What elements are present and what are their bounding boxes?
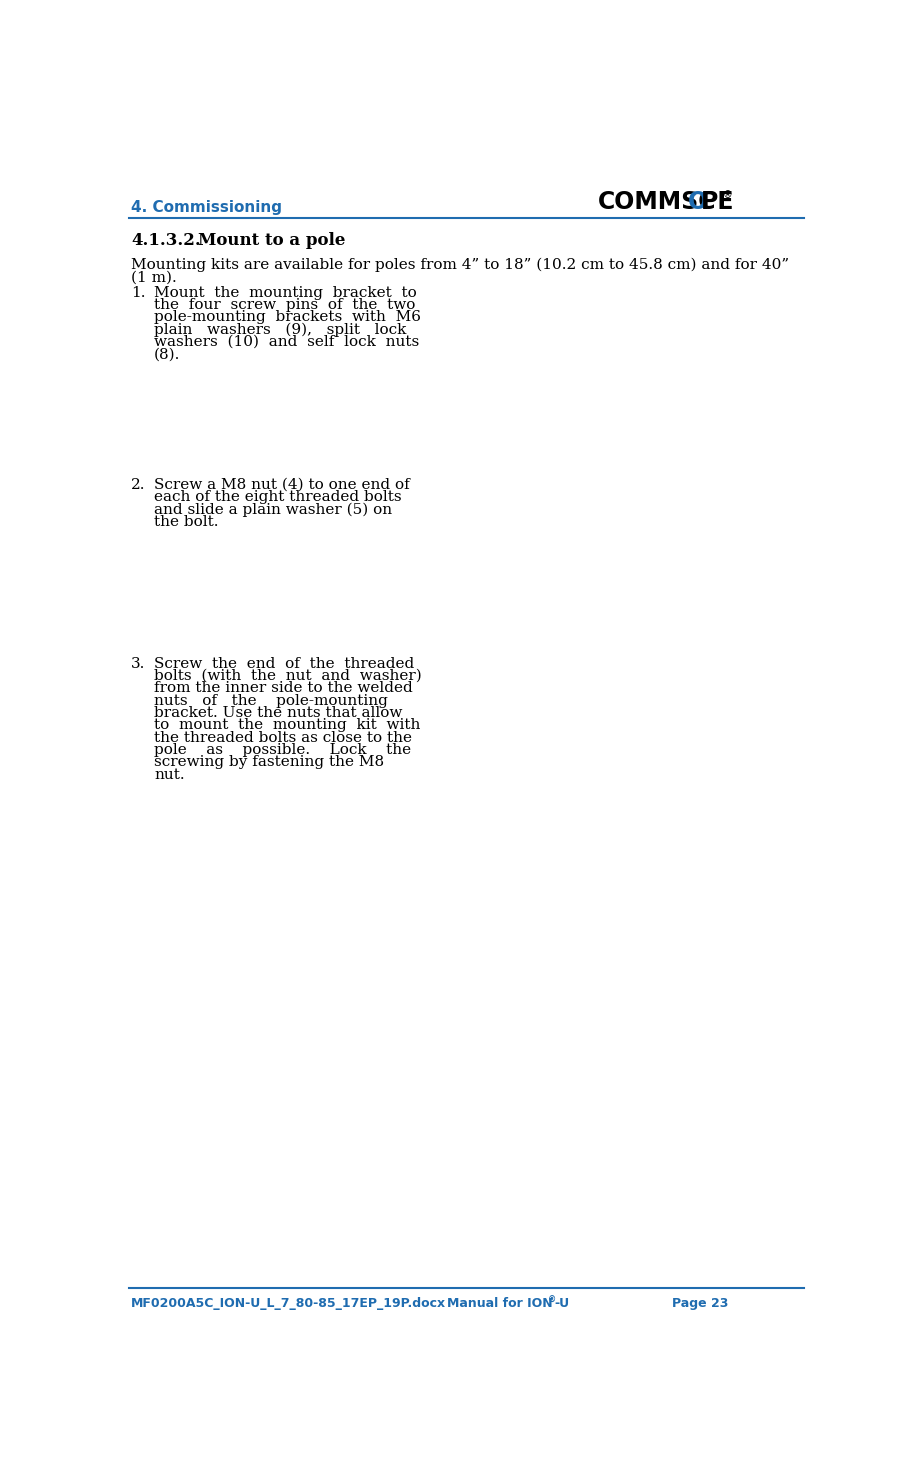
Text: Mount to a pole: Mount to a pole bbox=[198, 233, 345, 249]
Text: PE: PE bbox=[701, 190, 734, 213]
Text: to  mount  the  mounting  kit  with: to mount the mounting kit with bbox=[154, 719, 421, 732]
Text: nuts   of   the    pole-mounting: nuts of the pole-mounting bbox=[154, 694, 388, 708]
Text: Manual for ION: Manual for ION bbox=[447, 1297, 553, 1310]
Text: bracket. Use the nuts that allow: bracket. Use the nuts that allow bbox=[154, 705, 403, 720]
Text: (8).: (8). bbox=[154, 347, 180, 362]
Text: Screw a M8 nut (4) to one end of: Screw a M8 nut (4) to one end of bbox=[154, 479, 410, 492]
Text: Page 23: Page 23 bbox=[672, 1297, 728, 1310]
Text: the bolt.: the bolt. bbox=[154, 516, 219, 529]
Text: nut.: nut. bbox=[154, 768, 185, 781]
Text: screwing by fastening the M8: screwing by fastening the M8 bbox=[154, 756, 384, 769]
Text: and slide a plain washer (5) on: and slide a plain washer (5) on bbox=[154, 502, 393, 517]
Text: ®: ® bbox=[548, 1295, 556, 1306]
Text: washers  (10)  and  self  lock  nuts: washers (10) and self lock nuts bbox=[154, 335, 419, 348]
Text: (1 m).: (1 m). bbox=[131, 270, 177, 285]
Text: Screw  the  end  of  the  threaded: Screw the end of the threaded bbox=[154, 657, 415, 671]
Text: ®: ® bbox=[723, 191, 732, 200]
Text: -U: -U bbox=[554, 1297, 569, 1310]
Text: plain   washers   (9),   split   lock: plain washers (9), split lock bbox=[154, 323, 406, 336]
Text: each of the eight threaded bolts: each of the eight threaded bolts bbox=[154, 491, 402, 504]
Text: pole-mounting  brackets  with  M6: pole-mounting brackets with M6 bbox=[154, 310, 421, 325]
Text: pole    as    possible.    Lock    the: pole as possible. Lock the bbox=[154, 742, 411, 757]
Text: 4.1.3.2.: 4.1.3.2. bbox=[131, 233, 200, 249]
Text: 1.: 1. bbox=[131, 286, 146, 299]
Text: Mount  the  mounting  bracket  to: Mount the mounting bracket to bbox=[154, 286, 417, 299]
Text: 3.: 3. bbox=[131, 657, 145, 671]
Text: from the inner side to the welded: from the inner side to the welded bbox=[154, 682, 413, 695]
Text: O: O bbox=[688, 190, 708, 213]
Text: Mounting kits are available for poles from 4” to 18” (10.2 cm to 45.8 cm) and fo: Mounting kits are available for poles fr… bbox=[131, 258, 789, 271]
Text: MF0200A5C_ION-U_L_7_80-85_17EP_19P.docx: MF0200A5C_ION-U_L_7_80-85_17EP_19P.docx bbox=[131, 1297, 446, 1310]
Text: the threaded bolts as close to the: the threaded bolts as close to the bbox=[154, 731, 412, 744]
Text: the  four  screw  pins  of  the  two: the four screw pins of the two bbox=[154, 298, 415, 311]
Text: COMMSC: COMMSC bbox=[598, 190, 716, 213]
Text: 4. Commissioning: 4. Commissioning bbox=[131, 200, 281, 215]
Text: 2.: 2. bbox=[131, 479, 146, 492]
Text: bolts  (with  the  nut  and  washer): bolts (with the nut and washer) bbox=[154, 668, 422, 683]
